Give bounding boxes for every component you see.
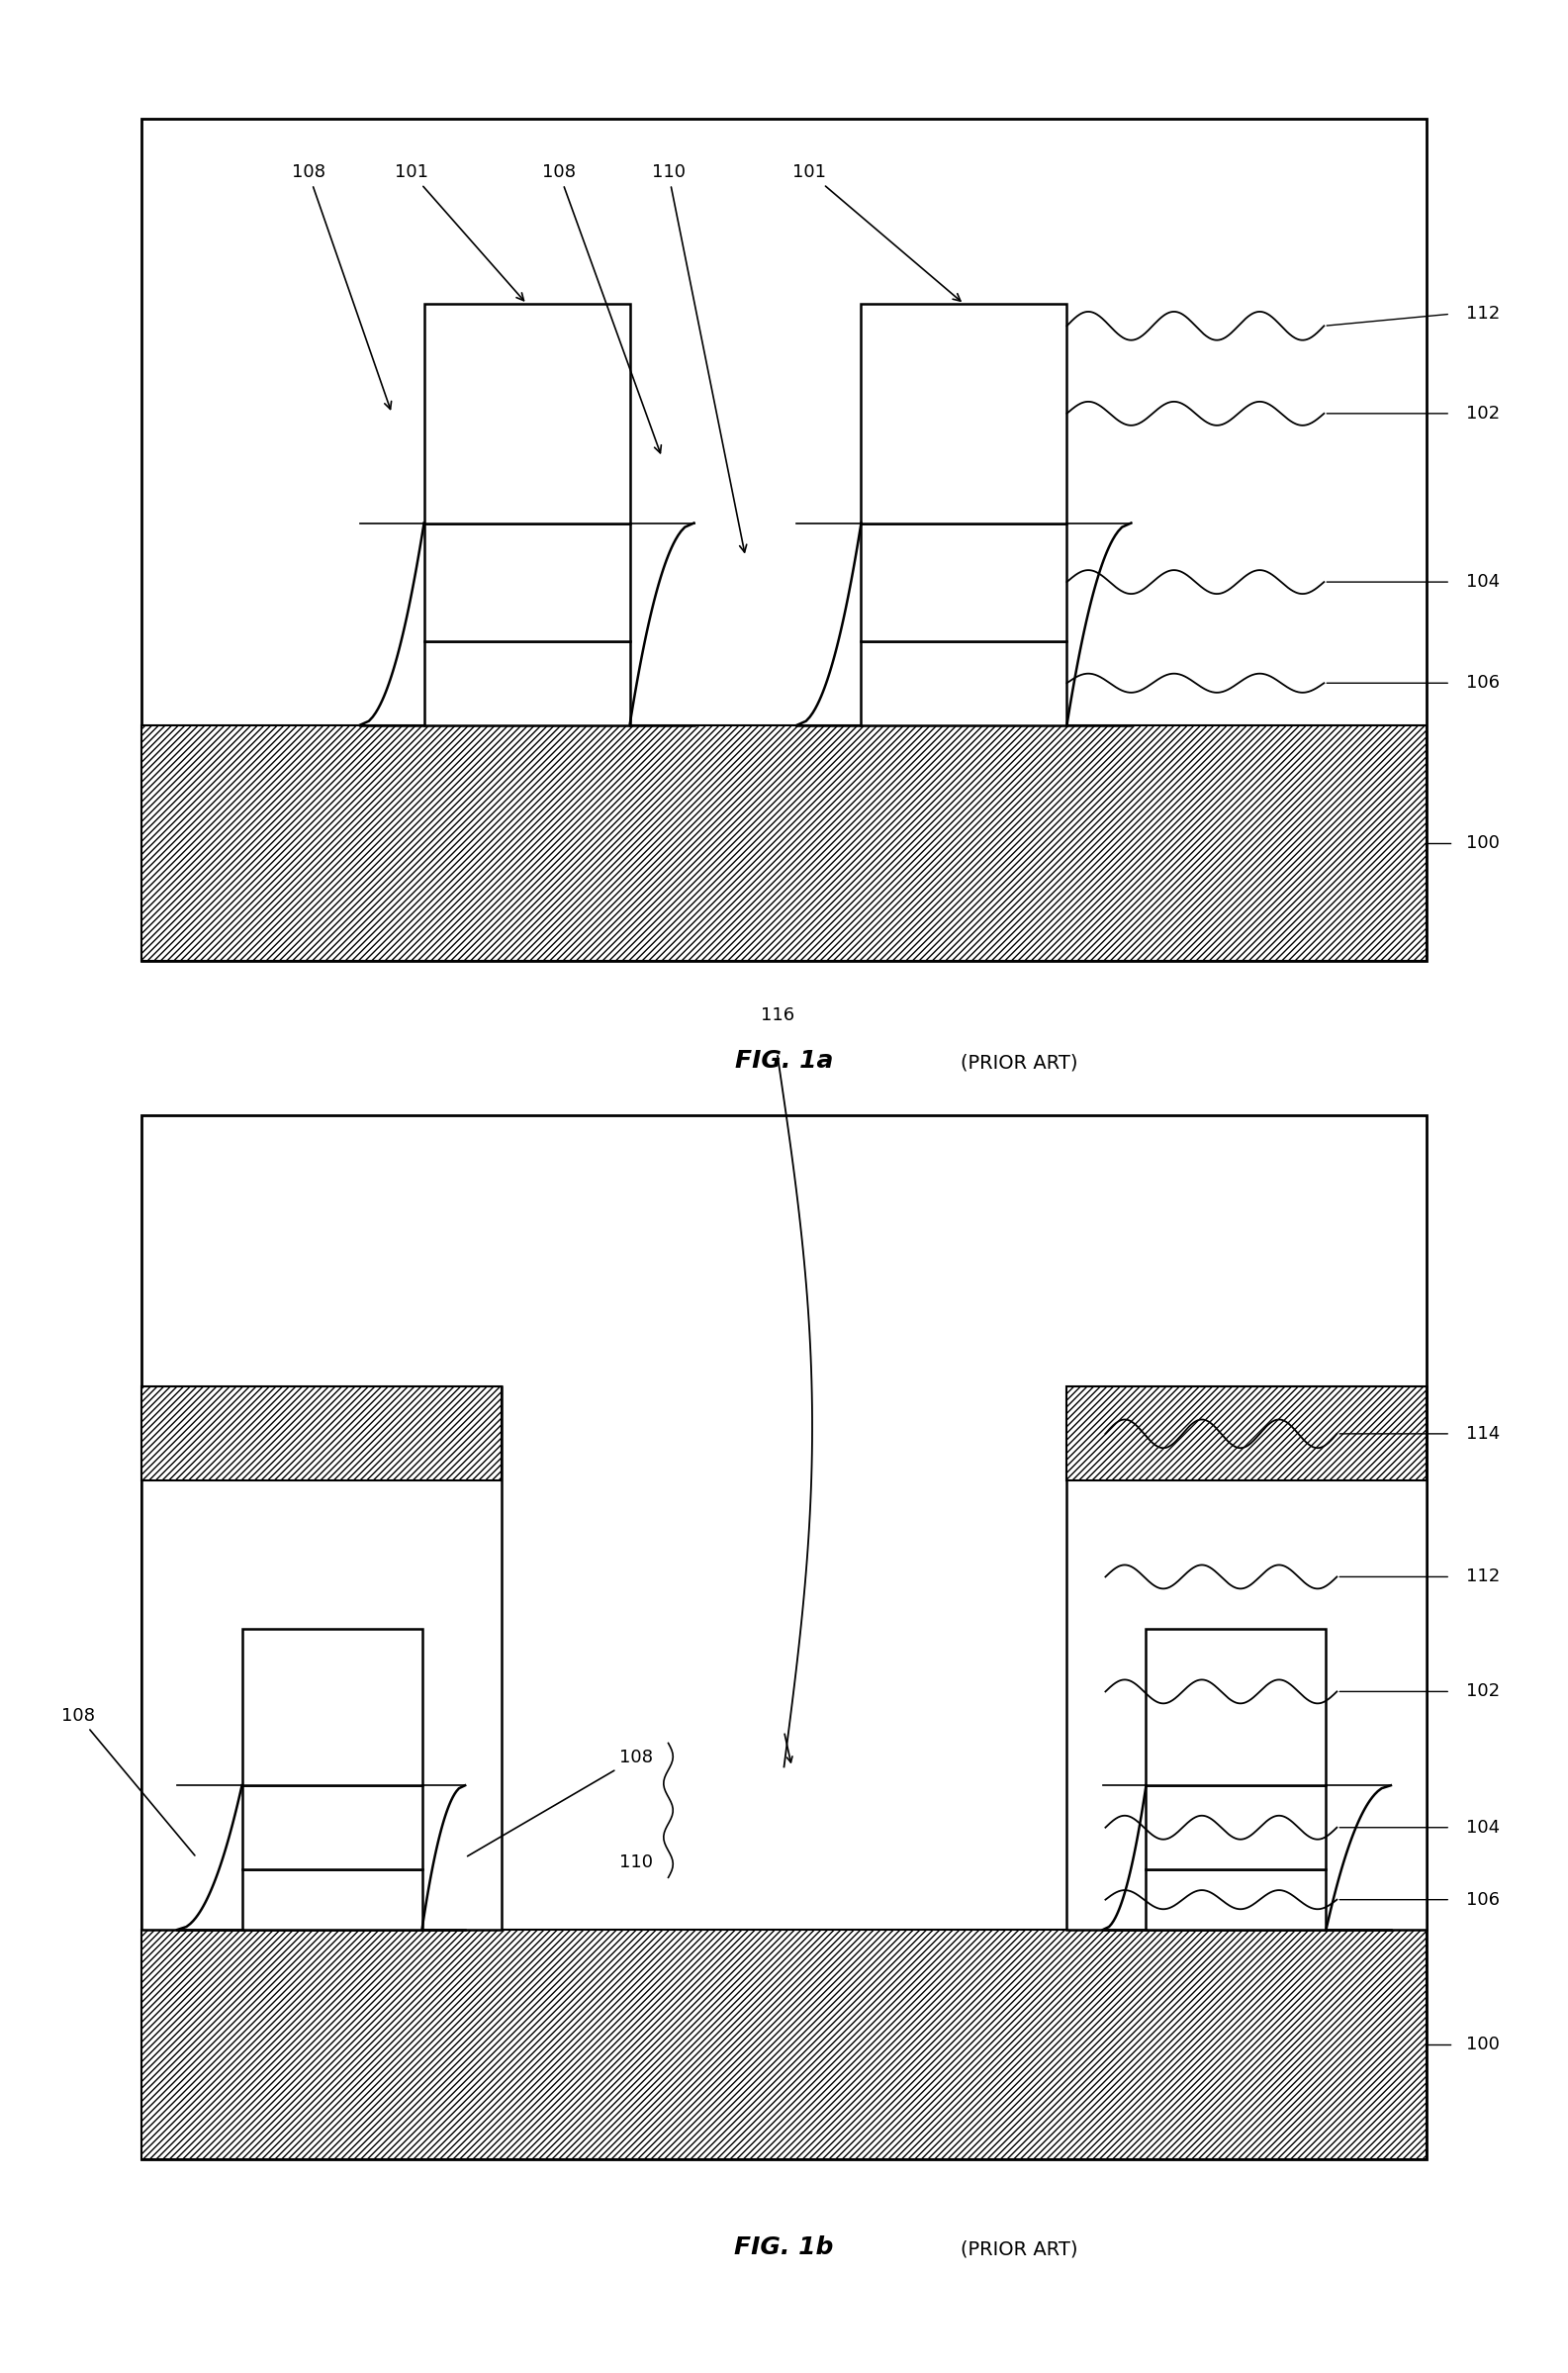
Bar bbox=[141, 119, 1427, 961]
Bar bbox=[1146, 1870, 1327, 1929]
Bar bbox=[241, 1870, 422, 1929]
Bar bbox=[141, 1929, 1427, 2159]
Bar bbox=[423, 641, 630, 726]
Text: 102: 102 bbox=[1466, 403, 1501, 422]
Bar bbox=[1066, 1386, 1427, 1481]
Text: 116: 116 bbox=[760, 1006, 795, 1025]
Text: (PRIOR ART): (PRIOR ART) bbox=[961, 2240, 1077, 2259]
Bar bbox=[141, 1386, 502, 1929]
Bar bbox=[861, 641, 1066, 726]
Text: 102: 102 bbox=[1466, 1682, 1501, 1701]
Text: 110: 110 bbox=[619, 1853, 652, 1870]
Text: 100: 100 bbox=[1466, 2036, 1499, 2053]
Bar bbox=[423, 304, 630, 522]
Text: 108: 108 bbox=[292, 164, 392, 408]
Bar bbox=[141, 1115, 1427, 2159]
Text: 110: 110 bbox=[651, 164, 746, 553]
Bar bbox=[1066, 1386, 1427, 1929]
Text: FIG. 1a: FIG. 1a bbox=[735, 1049, 833, 1073]
Text: 101: 101 bbox=[793, 164, 961, 301]
Text: 112: 112 bbox=[1466, 1569, 1501, 1585]
Bar bbox=[141, 726, 1427, 961]
Text: (PRIOR ART): (PRIOR ART) bbox=[961, 1054, 1077, 1073]
Text: 108: 108 bbox=[61, 1706, 194, 1856]
Bar bbox=[423, 522, 630, 641]
Bar bbox=[141, 1386, 502, 1481]
Text: 100: 100 bbox=[1466, 835, 1499, 852]
Text: 108: 108 bbox=[543, 164, 662, 453]
Text: FIG. 1b: FIG. 1b bbox=[734, 2235, 834, 2259]
Text: 106: 106 bbox=[1466, 674, 1499, 693]
Text: 108: 108 bbox=[467, 1749, 652, 1856]
Text: 104: 104 bbox=[1466, 1818, 1501, 1837]
Text: 114: 114 bbox=[1466, 1424, 1501, 1443]
Bar bbox=[861, 304, 1066, 522]
Bar bbox=[241, 1784, 422, 1870]
Bar bbox=[861, 522, 1066, 641]
Bar bbox=[1146, 1784, 1327, 1870]
Text: 101: 101 bbox=[394, 164, 524, 301]
Bar bbox=[241, 1628, 422, 1784]
Bar bbox=[1146, 1628, 1327, 1784]
Text: 106: 106 bbox=[1466, 1891, 1499, 1908]
Text: 104: 104 bbox=[1466, 572, 1501, 591]
Text: 112: 112 bbox=[1466, 306, 1501, 323]
